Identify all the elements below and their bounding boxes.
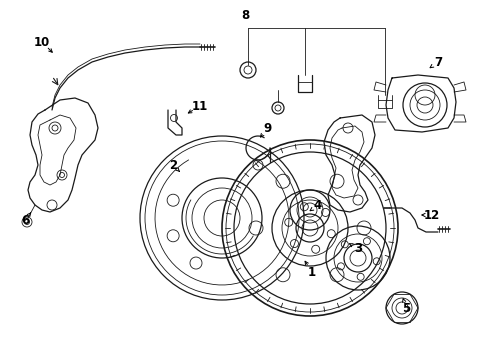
Text: 2: 2 (168, 158, 177, 171)
Text: 5: 5 (401, 302, 409, 315)
Text: 7: 7 (433, 55, 441, 68)
Text: 10: 10 (34, 36, 50, 49)
Text: 6: 6 (21, 213, 29, 226)
Text: 9: 9 (264, 122, 271, 135)
Text: 4: 4 (313, 198, 322, 212)
Text: 12: 12 (423, 208, 439, 221)
Text: 8: 8 (241, 9, 248, 22)
Text: 11: 11 (191, 99, 208, 113)
Text: 1: 1 (307, 266, 315, 279)
Text: 3: 3 (353, 242, 361, 255)
